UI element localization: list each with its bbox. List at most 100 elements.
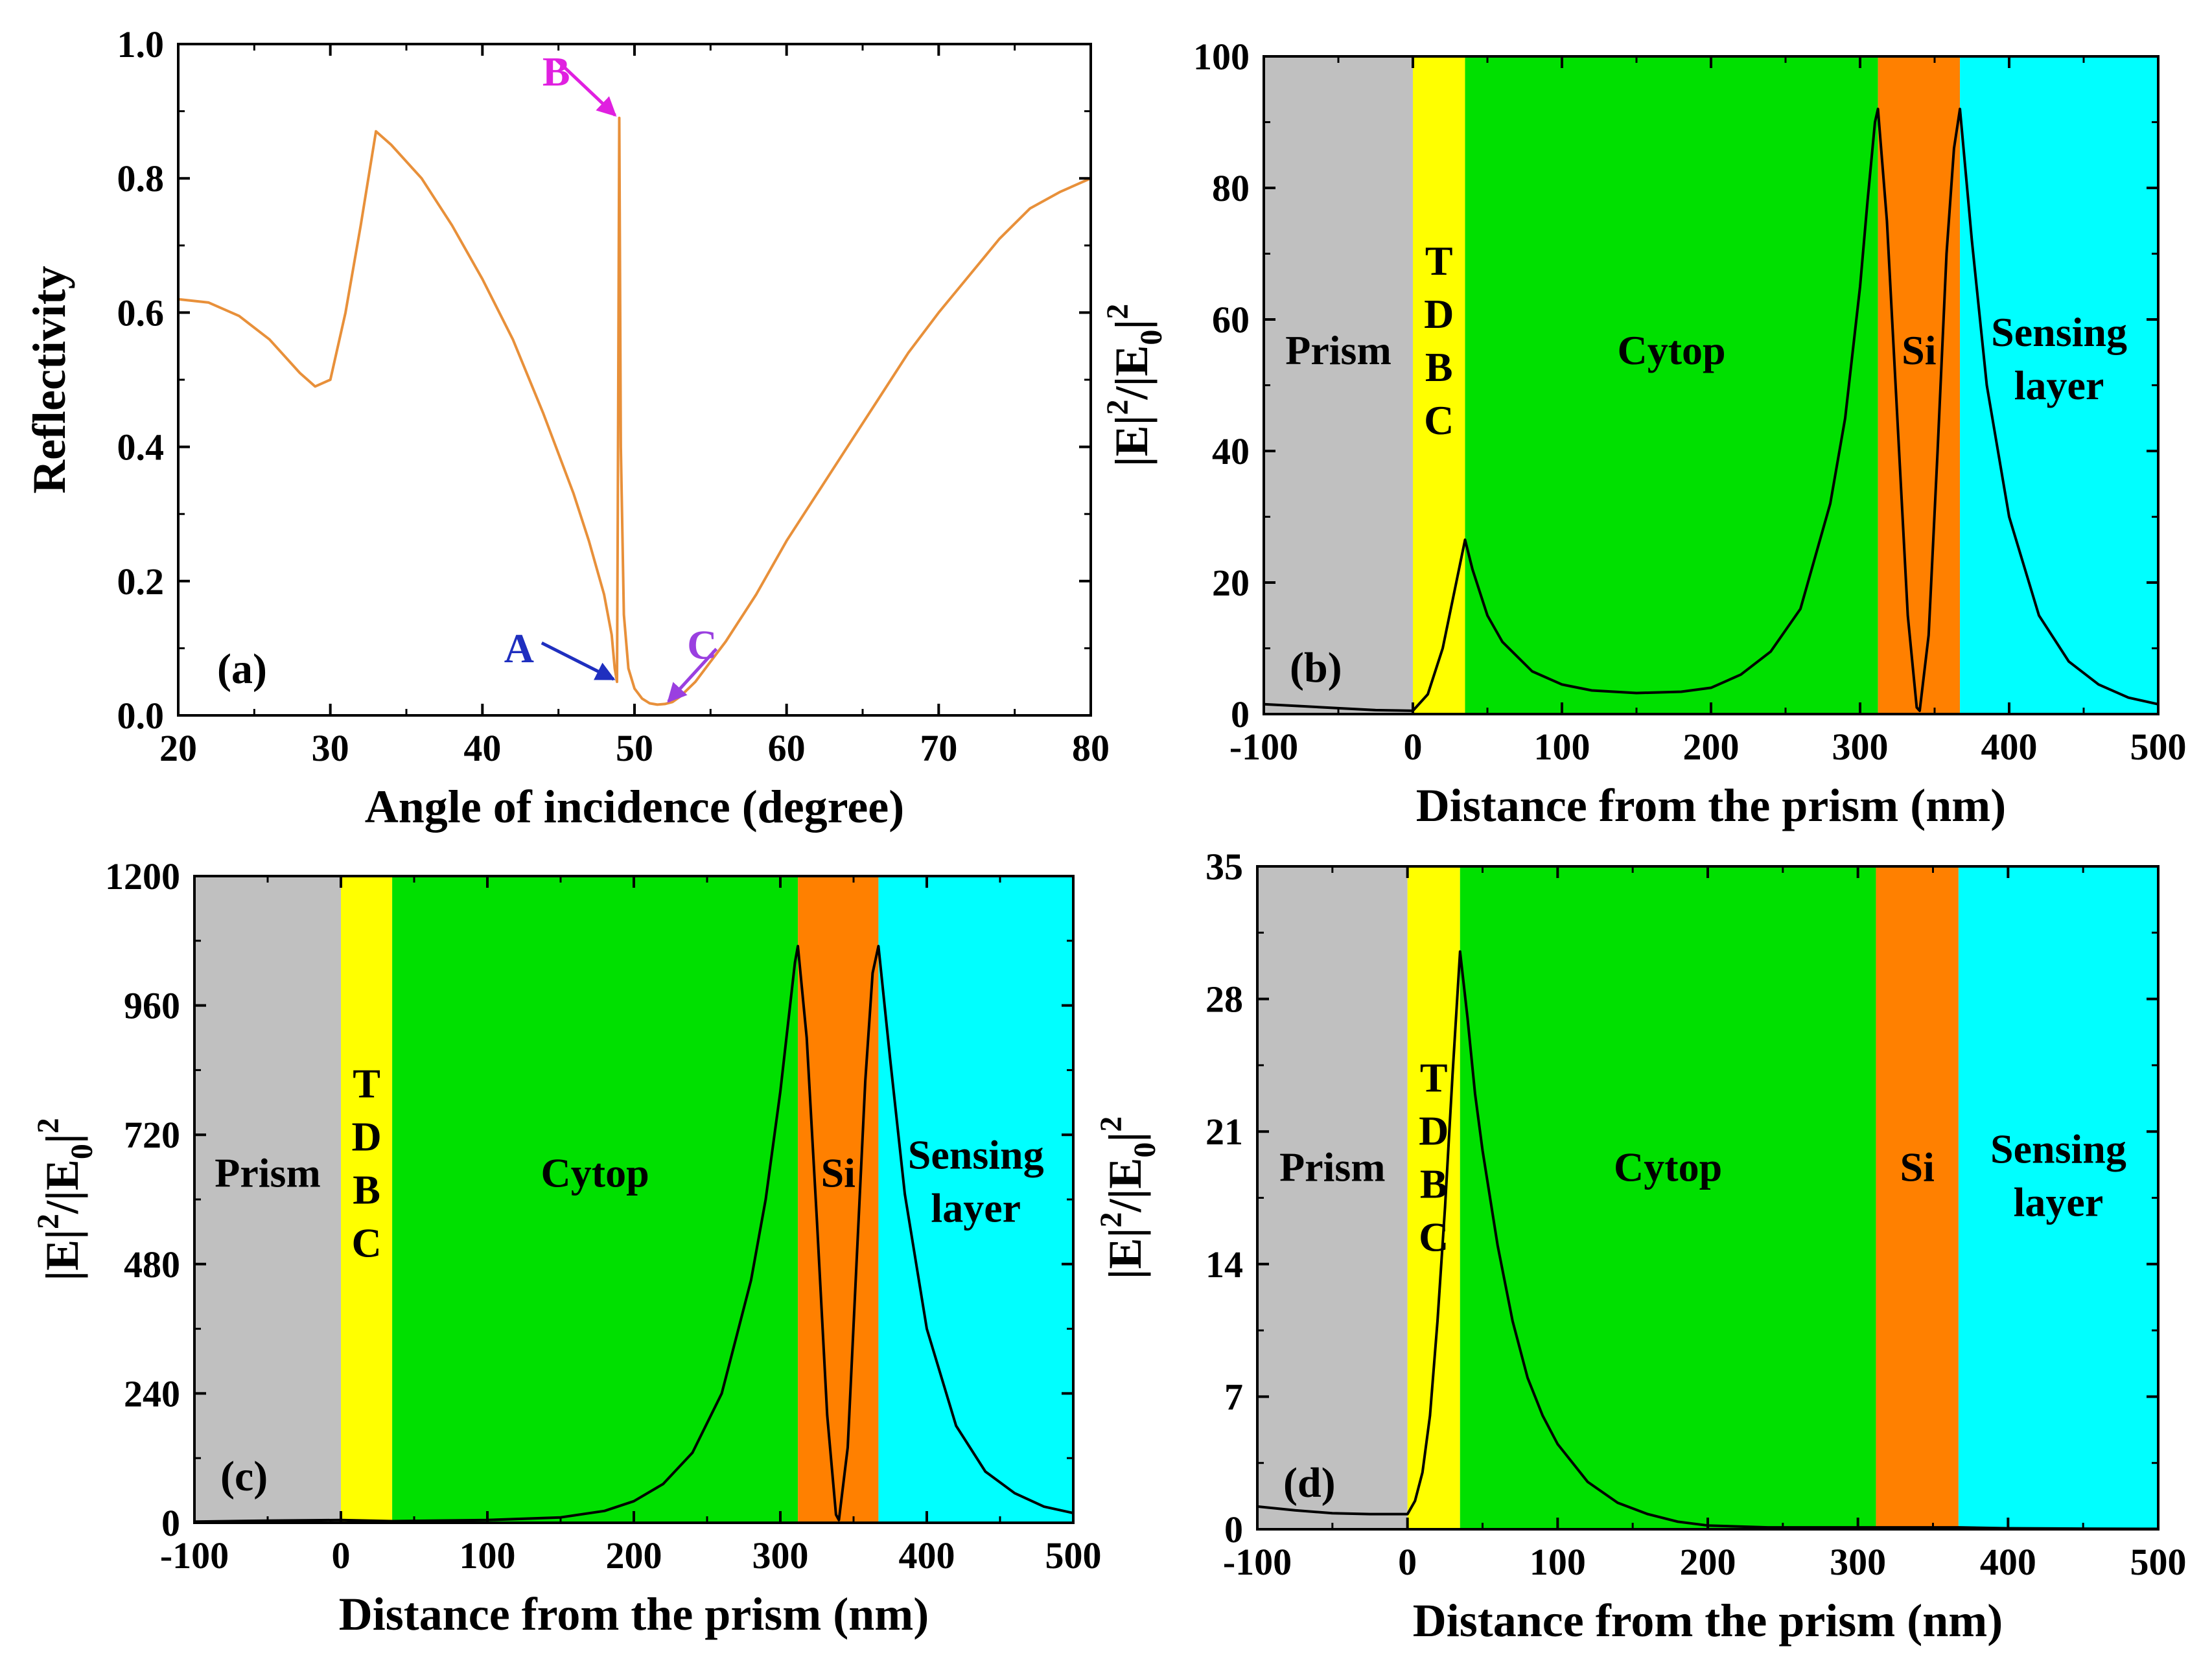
panel-label: (c) (220, 1453, 268, 1500)
y-tick-label: 960 (124, 985, 180, 1027)
y-tick-label: 14 (1205, 1243, 1243, 1286)
y-tick-label: 0.8 (117, 157, 165, 200)
y-axis-label: |E|2/|E0|2 (1100, 304, 1169, 467)
y-axis-label: Reflectivity (23, 266, 75, 494)
y-tick-label: 28 (1205, 978, 1243, 1021)
y-axis-label-part: | (1106, 319, 1158, 330)
region-label-prism: Prism (215, 1150, 321, 1196)
region-label-cytop: Cytop (1614, 1144, 1722, 1190)
x-tick-label: 40 (463, 727, 501, 769)
data-line (178, 117, 1091, 706)
x-axis-label: Distance from the prism (nm) (1416, 780, 2007, 831)
data-line (1257, 950, 2159, 1531)
x-tick-label: 200 (1683, 726, 1740, 768)
region-sensing-layer (1958, 866, 2158, 1529)
region-prism (194, 876, 341, 1523)
y-axis-label-part: 0 (65, 1144, 99, 1159)
region-label-si: Si (821, 1150, 856, 1196)
y-axis-label-part: 2 (1100, 304, 1135, 319)
x-tick-label: 50 (616, 727, 653, 769)
y-tick-label: 21 (1205, 1111, 1243, 1153)
region-label-prism: Prism (1279, 1144, 1386, 1190)
y-axis-label-part: /|E (36, 1159, 88, 1214)
x-tick-label: 300 (752, 1534, 809, 1577)
region-label-si: Si (1900, 1144, 1934, 1190)
y-tick-label: 35 (1205, 846, 1243, 888)
region-sensing-layer (878, 876, 1073, 1523)
y-axis-label-part: |E| (1099, 1228, 1151, 1280)
region-label-sensing-layer: Sensing layer (1991, 309, 2127, 408)
region-label-word: Sensing (1990, 1126, 2126, 1172)
annotation-label-c: C (687, 621, 717, 667)
x-tick-label: 400 (899, 1534, 955, 1577)
y-tick-label: 720 (124, 1114, 180, 1156)
x-tick-label: 200 (1680, 1541, 1736, 1583)
x-tick-label: 20 (159, 727, 197, 769)
y-axis-label-part: 2 (31, 1118, 65, 1133)
annotation-arrow (555, 58, 617, 117)
y-tick-label: 0.0 (117, 695, 165, 737)
y-axis-label-part: /|E (1099, 1158, 1151, 1213)
y-tick-label: 1200 (105, 855, 180, 897)
x-tick-label: -100 (160, 1534, 229, 1577)
region-t-d-b-c (341, 876, 393, 1523)
y-axis-label: |E|2/|E0|2 (1094, 1116, 1162, 1279)
x-tick-label: -100 (1229, 726, 1298, 768)
panel-c-field-chart: -100 0 100 200 300 400 50002404807209601200Dis… (31, 855, 1102, 1640)
y-tick-label: 0 (1231, 693, 1250, 735)
region-label-prism: Prism (1285, 327, 1391, 373)
y-axis-label: |E|2/|E0|2 (31, 1118, 99, 1280)
y-axis-label-part: | (1099, 1132, 1151, 1142)
region-si (1876, 866, 1959, 1529)
y-axis-label-part: 0 (1128, 1142, 1162, 1158)
x-tick-label: 300 (1832, 726, 1889, 768)
x-tick-label: 0 (1398, 1541, 1417, 1583)
region-label-letter: T (1420, 1055, 1448, 1101)
y-axis-label-part: |E| (36, 1229, 88, 1281)
region-label-letter: C (1424, 397, 1454, 443)
x-tick-label: 0 (1404, 726, 1423, 768)
region-label-si: Si (1902, 327, 1936, 373)
panel-label: (d) (1283, 1459, 1336, 1507)
region-label-word: layer (2014, 362, 2104, 408)
x-tick-label: 80 (1072, 727, 1110, 769)
y-axis-label-part: |E| (1106, 415, 1158, 467)
region-label-word: Sensing (1991, 309, 2127, 355)
x-tick-label: 400 (1980, 1541, 2036, 1583)
region-t-d-b-c (1407, 866, 1460, 1529)
region-label-word: Sensing (908, 1132, 1044, 1178)
y-tick-label: 0.2 (117, 561, 165, 603)
y-tick-label: 40 (1212, 430, 1250, 472)
data-line (1263, 108, 2159, 712)
y-tick-label: 20 (1212, 562, 1250, 604)
x-tick-label: 500 (1045, 1534, 1102, 1577)
y-axis-label-part: /|E (1106, 345, 1158, 400)
region-label-sensing-layer: Sensing layer (1990, 1126, 2126, 1225)
region-label-cytop: Cytop (1617, 327, 1725, 373)
region-label-letter: B (353, 1167, 380, 1213)
x-tick-label: 30 (312, 727, 349, 769)
y-axis-label-part: 2 (1094, 1212, 1128, 1228)
x-tick-label: 70 (920, 727, 957, 769)
x-tick-label: 100 (460, 1534, 516, 1577)
y-tick-label: 0 (1224, 1509, 1243, 1551)
panel-a-reflectivity-chart: 20 30 40 50 60 70 80 0.0 0.2 0.4 0.6 0.8 1.0 Angle of… (23, 23, 1110, 833)
annotation-label-a: A (504, 625, 534, 671)
x-axis-label: Angle of incidence (degree) (365, 781, 904, 833)
region-sensing-layer (1960, 56, 2158, 714)
region-label-letter: D (1419, 1108, 1449, 1154)
y-axis-label-part: | (36, 1133, 88, 1144)
region-prism (1264, 56, 1413, 714)
y-tick-label: 0 (161, 1502, 180, 1544)
y-axis-label-part: 2 (1100, 400, 1135, 415)
x-axis-label: Distance from the prism (nm) (339, 1588, 929, 1640)
region-cytop (1460, 866, 1876, 1529)
region-label-letter: C (351, 1220, 381, 1266)
x-tick-label: -100 (1223, 1541, 1292, 1583)
region-label-sensing-layer: Sensing layer (908, 1132, 1044, 1231)
